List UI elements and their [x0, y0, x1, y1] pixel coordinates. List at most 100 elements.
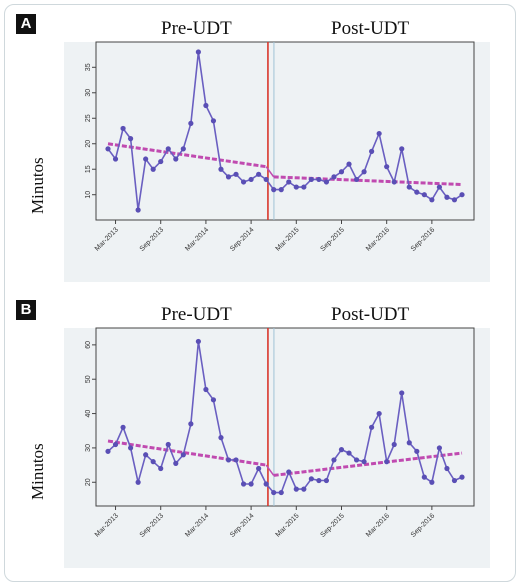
panel-b-trend-step — [265, 464, 275, 476]
panel-b-data-point — [112, 441, 119, 448]
panel-a-plot-frame — [95, 41, 475, 221]
panel-b-data-point — [225, 457, 232, 463]
panel-b-data-point — [338, 447, 345, 453]
panel-b-data-point — [308, 476, 314, 482]
panel-b-data-point — [421, 474, 427, 480]
panel-b-data-point — [210, 397, 217, 403]
panel-a-data-point — [346, 161, 352, 167]
panel-a-data-point — [127, 136, 134, 142]
panel-b-data-point — [233, 457, 239, 463]
panel-b-data-point — [293, 486, 299, 492]
panel-b-data-point — [180, 452, 186, 458]
panel-a-data-point — [391, 179, 397, 185]
panel-a-data-point — [406, 184, 412, 190]
panel-a-ytick-label: 25 — [85, 114, 92, 122]
panel-a-data-point — [459, 192, 465, 198]
panel-b-data-point — [399, 390, 405, 396]
panel-a-data-point — [248, 176, 254, 183]
panel-b-trend-pre — [107, 439, 267, 467]
panel-b-data-point — [459, 474, 465, 480]
panel-b-data-point — [323, 477, 330, 484]
panel-b-data-point — [406, 440, 412, 446]
panel-a-xtick-label: Sep-2014 — [229, 226, 255, 252]
panel-b-ytick-label: 60 — [85, 341, 92, 349]
panel-a-data-point — [369, 148, 375, 154]
panel-a-data-point — [225, 174, 232, 180]
panel-b-data-point — [195, 338, 201, 345]
panel-a-data-point — [384, 164, 390, 170]
panel-b-data-point — [271, 489, 277, 496]
panel-b-data-point — [203, 386, 209, 393]
panel-b-data-point — [158, 465, 164, 472]
panel-b: B Pre-UDT Post-UDT Minutos 20 30 40 50 60 Mar… — [16, 300, 508, 568]
panel-a-data-point — [316, 176, 322, 183]
panel-b-post-label: Post-UDT — [331, 304, 410, 325]
panel-b-data-point — [301, 486, 307, 492]
panel-a-post-label: Post-UDT — [331, 18, 410, 39]
panel-a-data-point — [256, 171, 262, 177]
panel-b-data-point — [127, 445, 134, 451]
panel-b-data-point — [346, 450, 352, 456]
panel-a-data-point — [376, 130, 382, 137]
panel-a-data-point — [293, 184, 299, 190]
panel-a-ytick-label: 10 — [85, 191, 92, 199]
panel-b-data-point — [150, 459, 156, 465]
panel-b-data-point — [218, 435, 224, 441]
panel-a-xtick-label: Sep-2013 — [139, 226, 165, 252]
panel-a-pre-label: Pre-UDT — [161, 18, 232, 39]
panel-a-trend-step — [265, 166, 275, 178]
panel-a-data-point — [271, 187, 277, 193]
panel-b-xtick-label: Mar-2015 — [275, 512, 301, 538]
panel-a-data-point — [165, 146, 171, 152]
panel-a-xtick-label: Mar-2016 — [365, 226, 391, 252]
panel-a-data-point — [278, 187, 284, 193]
panel-a-xtick-label: Sep-2015 — [319, 226, 345, 252]
panel-b-xtick-label: Sep-2014 — [229, 512, 255, 538]
panel-a-xtick-label: Sep-2016 — [410, 226, 436, 252]
panel-b-data-point — [248, 481, 254, 487]
panel-b-data-point — [105, 448, 111, 454]
panel-a-data-point — [338, 169, 345, 175]
panel-a-xtick-label: Mar-2013 — [94, 226, 120, 252]
panel-a-data-point — [399, 146, 405, 152]
panel-b-plot-background — [64, 328, 490, 568]
panel-a-data-point — [150, 166, 156, 172]
panel-a-chart: 10 15 20 25 30 35 Mar-2013 Sep-2013 Mar-2014 Sep-… — [85, 41, 475, 253]
panel-a-data-point — [233, 171, 239, 177]
panel-b-data-point — [444, 465, 450, 472]
panel-b-ytick-label: 30 — [85, 444, 92, 452]
panel-a-xtick-label: Mar-2015 — [275, 226, 301, 252]
panel-b-trend-post — [273, 451, 463, 477]
panel-b-data-point — [278, 489, 284, 496]
panel-a-data-point — [331, 174, 337, 180]
panel-a-data-point — [120, 125, 126, 132]
panel-b-data-point — [331, 457, 337, 463]
panel-b-data-point — [143, 452, 149, 458]
panel-b-data-point — [436, 445, 443, 451]
panel-a-data-point — [414, 189, 420, 195]
panel-a-data-point — [135, 207, 141, 213]
panel-b-series-line — [107, 341, 463, 494]
panel-a-ytick-label: 30 — [85, 89, 92, 97]
panel-a-data-point — [444, 194, 450, 200]
panel-a-data-point — [421, 192, 427, 198]
panel-a-data-point — [173, 156, 179, 162]
panel-b-ytick-label: 50 — [85, 375, 92, 383]
panel-b-badge: B — [16, 300, 36, 320]
panel-a-trend-post — [273, 175, 463, 187]
panel-b-xtick-label: Sep-2013 — [139, 512, 165, 538]
panel-a-data-point — [112, 156, 119, 162]
panel-b-plot-frame — [95, 327, 475, 507]
panel-b-data-point — [391, 441, 397, 448]
panel-a-data-point — [180, 146, 186, 152]
panel-b-chart: 20 30 40 50 60 Mar-2013 Sep-2013 Mar-2014 Sep-20… — [85, 327, 475, 539]
panel-a-ytick-label: 15 — [85, 165, 92, 173]
panel-a-data-point — [361, 169, 367, 175]
panel-b-data-point — [451, 477, 458, 484]
panel-b-data-point — [188, 421, 194, 427]
panel-a-data-point — [301, 184, 307, 190]
panel-a-data-point — [436, 184, 443, 190]
panel-b-xtick-label: Sep-2016 — [410, 512, 436, 538]
panel-b-data-point — [361, 459, 367, 465]
panel-a-data-point — [240, 179, 247, 185]
